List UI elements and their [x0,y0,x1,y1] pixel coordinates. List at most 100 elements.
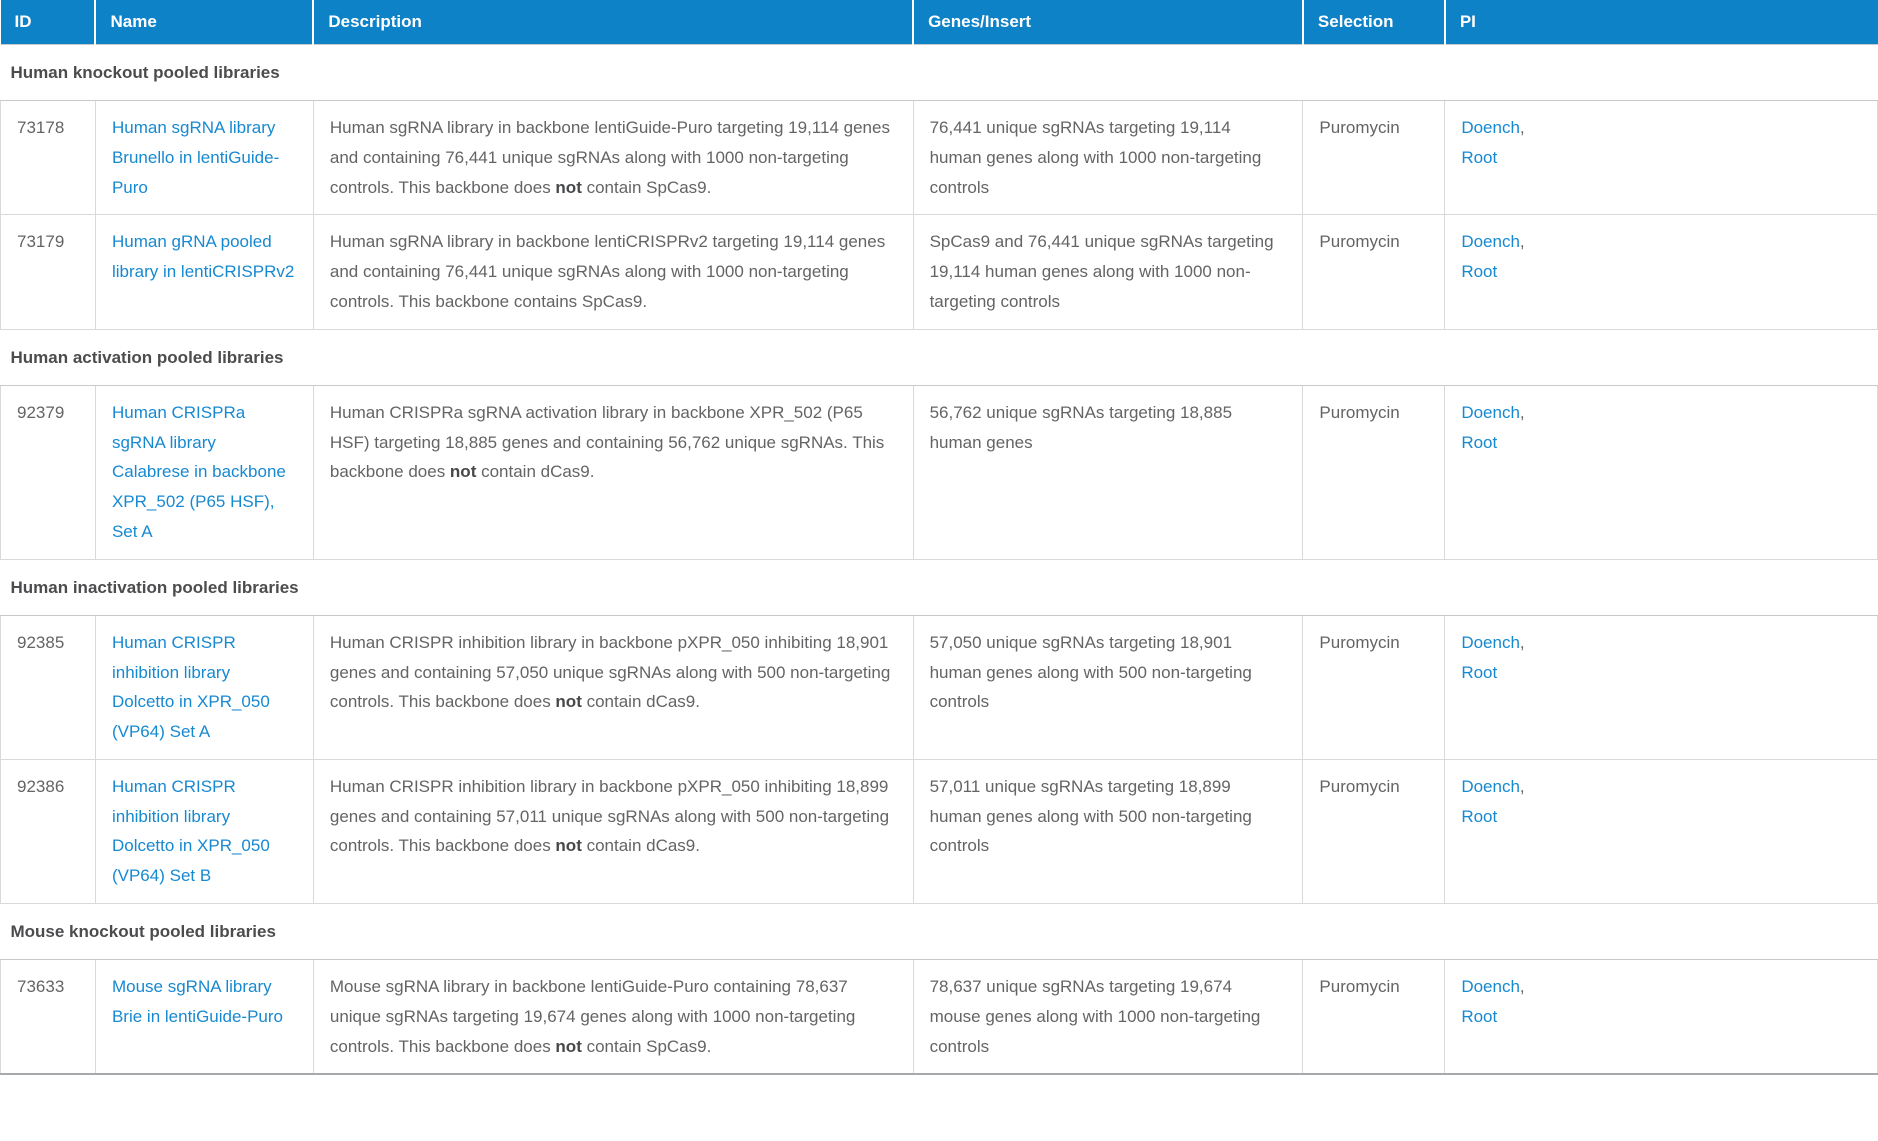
cell-description: Human CRISPR inhibition library in backb… [312,614,914,760]
description-text: contain dCas9. [581,836,700,856]
pi-link[interactable]: Doench [1461,402,1520,422]
library-row: 73179 Human gRNA pooled library in lentiC… [0,214,1878,330]
library-row: 92379 Human CRISPRa sgRNA library Calabre… [0,384,1878,560]
cell-description: Human sgRNA library in backbone lentiGui… [312,100,914,216]
cell-pi: Doench, Root [1444,100,1878,216]
pi-entry: Root [1461,257,1861,287]
library-row: 92386 Human CRISPR inhibition library Dol… [0,758,1878,904]
section-title: Human activation pooled libraries [0,328,1878,386]
pi-link[interactable]: Doench [1461,632,1520,652]
description-text: Human CRISPRa sgRNA activation library i… [329,402,885,482]
pi-entry: Root [1461,143,1861,173]
cell-id: 73179 [0,214,96,330]
cell-pi: Doench, Root [1444,758,1878,904]
pi-link[interactable]: Root [1461,262,1498,282]
cell-pi: Doench, Root [1444,614,1878,760]
table-header-row: ID Name Description Genes/Insert Selecti… [0,0,1878,45]
pi-entry: Root [1461,1002,1861,1032]
library-name-link[interactable]: Mouse sgRNA library Brie in lentiGuide-P… [111,977,283,1026]
pi-link[interactable]: Root [1461,432,1498,452]
cell-id: 92379 [0,384,96,560]
cell-selection: Puromycin [1302,384,1446,560]
cell-name: Human gRNA pooled library in lentiCRISPR… [94,214,314,330]
cell-name: Human CRISPRa sgRNA library Calabrese in… [94,384,314,560]
section-row: Human activation pooled libraries [0,328,1878,386]
pi-link[interactable]: Root [1461,806,1498,826]
cell-pi: Doench, Root [1444,384,1878,560]
library-name-link[interactable]: Human gRNA pooled library in lentiCRISPR… [111,232,295,282]
cell-name: Human CRISPR inhibition library Dolcetto… [94,758,314,904]
library-row: 73633 Mouse sgRNA library Brie in lentiGu… [0,959,1878,1075]
library-name-link[interactable]: Human CRISPR inhibition library Dolcetto… [111,632,270,742]
cell-description: Human CRISPRa sgRNA activation library i… [312,384,914,560]
column-header-pi: PI [1443,0,1878,45]
section-title: Human inactivation pooled libraries [0,558,1878,616]
cell-name: Mouse sgRNA library Brie in lentiGuide-P… [94,959,314,1075]
cell-selection: Puromycin [1302,214,1446,330]
library-row: 92385 Human CRISPR inhibition library Dol… [0,614,1878,760]
library-row: 73178 Human sgRNA library Brunello in len… [0,100,1878,216]
cell-id: 92385 [0,614,96,760]
cell-genes-insert: 57,050 unique sgRNAs targeting 18,901 hu… [912,614,1304,760]
cell-id: 92386 [0,758,96,904]
pi-entry: Doench, [1461,232,1525,252]
description-text: contain dCas9. [476,462,595,482]
cell-description: Human CRISPR inhibition library in backb… [312,758,914,904]
description-text: Human sgRNA library in backbone lentiCRI… [329,232,886,311]
cell-selection: Puromycin [1302,614,1446,760]
pi-entry: Root [1461,428,1861,458]
cell-selection: Puromycin [1302,100,1446,216]
pi-entry: Root [1461,802,1861,832]
cell-genes-insert: 57,011 unique sgRNAs targeting 18,899 hu… [912,758,1304,904]
cell-selection: Puromycin [1302,758,1446,904]
pi-link[interactable]: Doench [1461,977,1520,996]
library-name-link[interactable]: Human CRISPRa sgRNA library Calabrese in… [111,402,286,541]
section-title: Mouse knockout pooled libraries [0,902,1878,961]
library-name-link[interactable]: Human CRISPR inhibition library Dolcetto… [111,776,270,886]
section-title: Human knockout pooled libraries [0,43,1878,102]
cell-selection: Puromycin [1302,959,1446,1075]
pi-link[interactable]: Root [1461,662,1498,682]
section-row: Human inactivation pooled libraries [0,558,1878,616]
cell-id: 73633 [0,959,96,1075]
pi-entry: Root [1461,658,1861,688]
column-header-selection: Selection [1301,0,1445,45]
description-text: Mouse sgRNA library in backbone lentiGui… [329,977,856,1056]
pi-entry: Doench, [1461,776,1525,796]
cell-id: 73178 [0,100,96,216]
pi-entry: Doench, [1461,977,1525,996]
column-header-name: Name [94,0,314,45]
cell-name: Human CRISPR inhibition library Dolcetto… [94,614,314,760]
column-header-genes-insert: Genes/Insert [912,0,1303,45]
cell-genes-insert: 76,441 unique sgRNAs targeting 19,114 hu… [912,100,1304,216]
description-bold-text: not [555,1036,582,1056]
cell-pi: Doench, Root [1444,214,1878,330]
description-bold-text: not [555,177,582,197]
cell-description: Human sgRNA library in backbone lentiCRI… [312,214,914,330]
cell-description: Mouse sgRNA library in backbone lentiGui… [312,959,914,1075]
description-text: contain SpCas9. [581,1036,712,1056]
pi-link[interactable]: Doench [1461,118,1520,138]
section-row: Mouse knockout pooled libraries [0,902,1878,961]
pi-link[interactable]: Doench [1461,232,1520,252]
pooled-libraries-table: ID Name Description Genes/Insert Selecti… [0,0,1878,1076]
description-bold-text: not [555,836,582,856]
pi-link[interactable]: Root [1461,1006,1498,1026]
library-name-link[interactable]: Human sgRNA library Brunello in lentiGui… [111,118,280,197]
pi-entry: Doench, [1461,632,1525,652]
pi-entry: Doench, [1461,118,1525,138]
pi-entry: Doench, [1461,402,1525,422]
description-text: contain SpCas9. [581,177,712,197]
cell-genes-insert: SpCas9 and 76,441 unique sgRNAs targetin… [912,214,1304,330]
pi-link[interactable]: Doench [1461,776,1520,796]
column-header-id: ID [0,0,96,45]
description-text: Human CRISPR inhibition library in backb… [329,776,890,856]
description-text: Human sgRNA library in backbone lentiGui… [329,118,890,197]
pi-link[interactable]: Root [1461,147,1498,167]
description-bold-text: not [555,692,582,712]
description-text: Human CRISPR inhibition library in backb… [329,632,891,712]
cell-pi: Doench, Root [1444,959,1878,1075]
cell-name: Human sgRNA library Brunello in lentiGui… [94,100,314,216]
description-bold-text: not [449,462,477,482]
section-row: Human knockout pooled libraries [0,43,1878,102]
